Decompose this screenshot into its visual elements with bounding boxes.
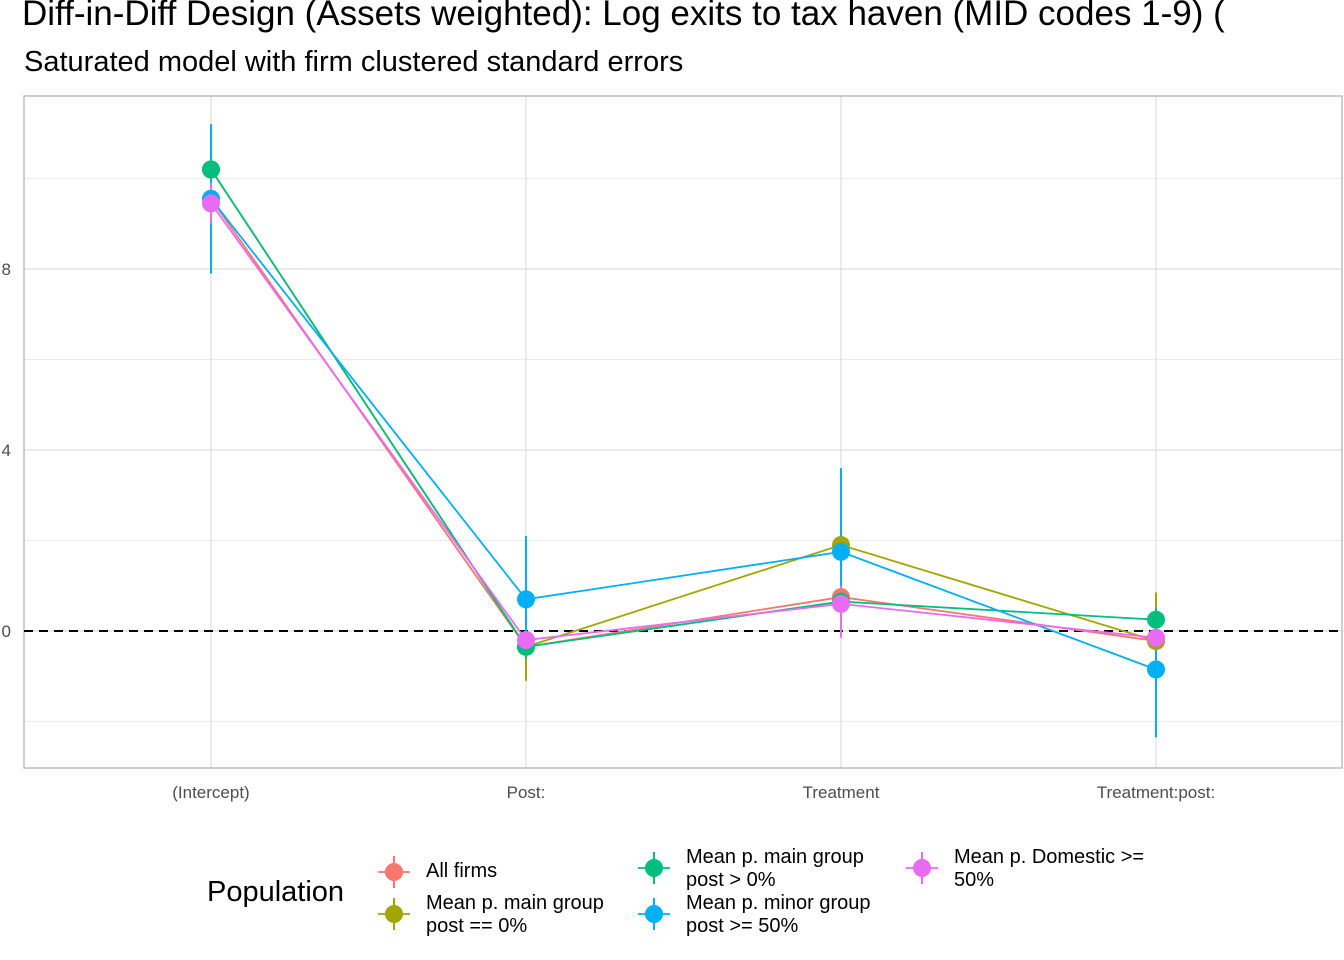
x-tick-label: Treatment:post: [1097,783,1215,802]
data-point [832,542,850,561]
x-tick-label: (Intercept) [172,783,249,802]
x-tick-label: Treatment [803,783,880,802]
x-tick-label: Post: [507,783,546,802]
data-point [517,590,535,609]
y-tick-label: 8 [2,260,11,279]
data-point [1147,628,1165,647]
data-point [202,194,220,213]
data-point [1147,610,1165,629]
data-point [202,160,220,179]
data-point [517,631,535,650]
data-point [832,594,850,613]
chart-subtitle: Saturated model with firm clustered stan… [24,46,684,78]
series-line [210,198,1157,671]
series-line [210,202,1157,642]
panel-border [23,95,1343,769]
y-tick-label: 0 [2,622,11,641]
chart-title: Diff-in-Diff Design (Assets weighted): L… [22,0,1225,33]
y-tick-label: 4 [2,441,11,460]
data-point [1147,660,1165,679]
series-line [210,198,1157,648]
